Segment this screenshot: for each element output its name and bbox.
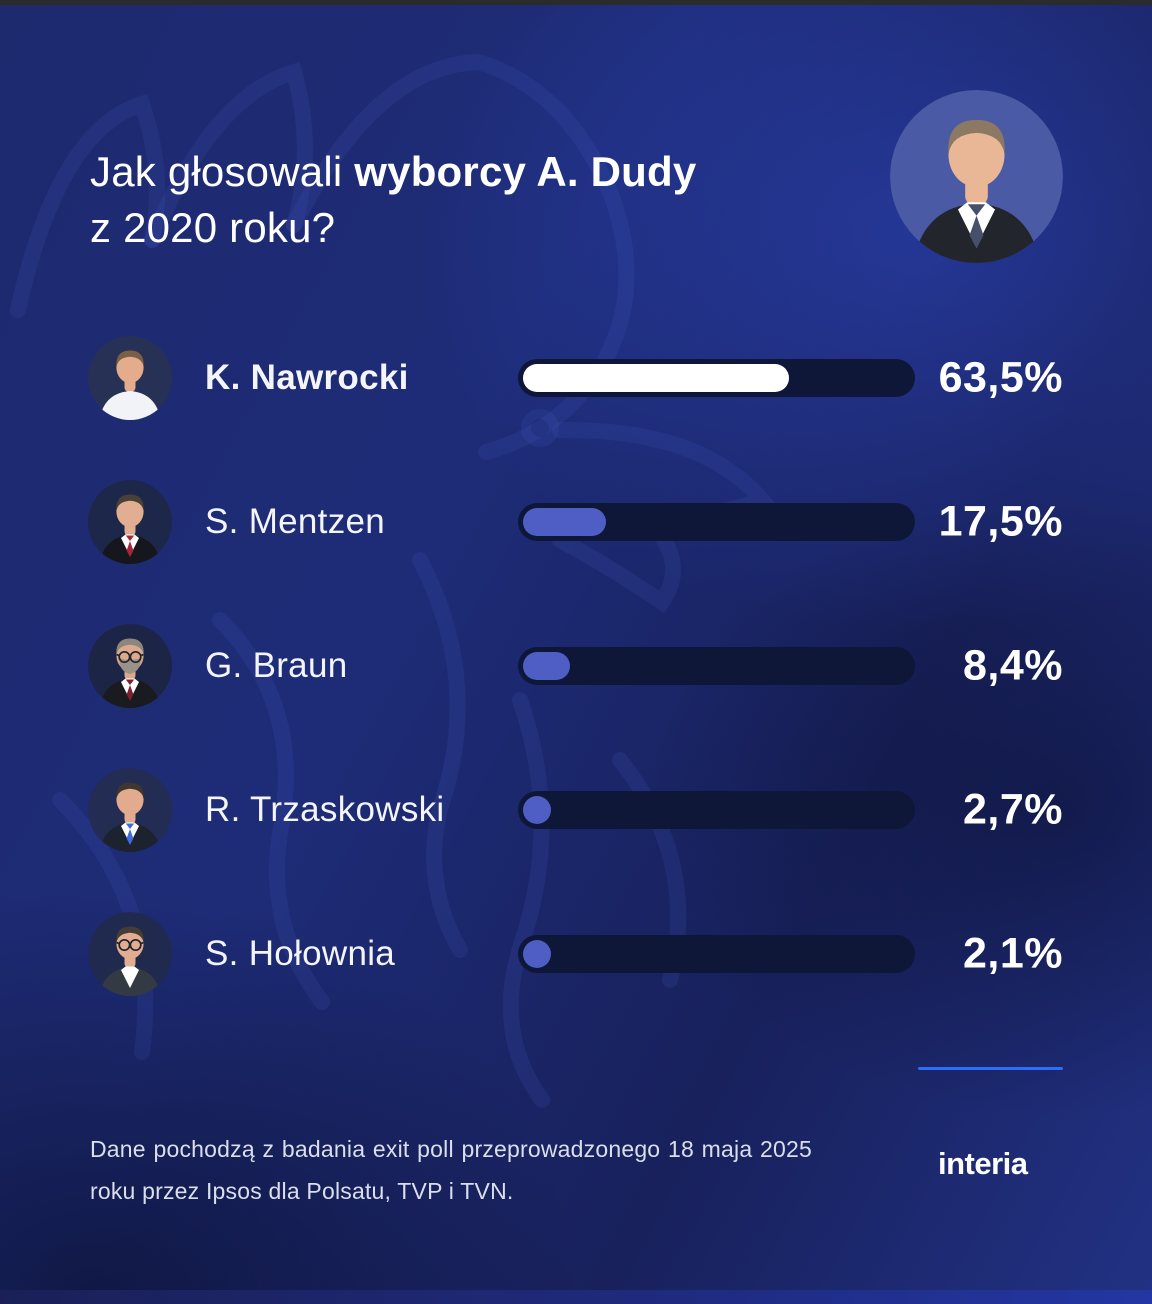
poll-row-holownia: S. Hołownia 2,1%	[88, 912, 1063, 996]
poll-bar-track	[518, 359, 915, 397]
candidate-name: G. Braun	[205, 646, 348, 685]
poll-bar-track	[518, 503, 915, 541]
poll-bar-track	[518, 647, 915, 685]
brand-accent-line	[918, 1067, 1063, 1070]
duda-photo	[890, 90, 1063, 263]
title-regular: Jak głosowali	[90, 148, 355, 196]
candidate-name: S. Hołownia	[205, 934, 396, 973]
title-line2: z 2020 roku?	[90, 203, 336, 251]
poll-bar-fill	[523, 652, 571, 680]
candidate-name: R. Trzaskowski	[205, 790, 445, 829]
poll-row-nawrocki: K. Nawrocki 63,5%	[88, 336, 1063, 420]
candidate-photo	[88, 768, 172, 852]
poll-bar-track	[518, 791, 915, 829]
poll-row-braun: G. Braun 8,4%	[88, 624, 1063, 708]
candidate-photo	[88, 912, 172, 996]
title-bold: wyborcy A. Dudy	[354, 148, 697, 196]
candidate-photo	[88, 336, 172, 420]
top-edge-strip	[0, 0, 1152, 5]
source-note-line2: roku przez Ipsos dla Polsatu, TVP i TVN.	[90, 1178, 514, 1204]
poll-value: 2,7%	[962, 785, 1063, 834]
poll-bar-track	[518, 935, 915, 973]
poll-value: 17,5%	[938, 497, 1063, 546]
poll-row-mentzen: S. Mentzen 17,5%	[88, 480, 1063, 564]
poll-bar-fill	[523, 364, 790, 392]
interia-logo: interia	[938, 1146, 1028, 1181]
page-title: Jak głosowali wyborcy A. Dudy z 2020 roku…	[90, 144, 696, 256]
candidate-photo	[88, 480, 172, 564]
candidate-name: K. Nawrocki	[205, 358, 409, 397]
poll-row-trzaskowski: R. Trzaskowski 2,7%	[88, 768, 1063, 852]
poll-bar-fill	[523, 940, 551, 968]
source-note-line1: Dane pochodzą z badania exit poll przepr…	[90, 1136, 812, 1162]
poll-bar-fill	[523, 508, 607, 536]
candidate-photo	[88, 624, 172, 708]
poll-value: 8,4%	[962, 641, 1063, 690]
poll-bar-fill	[523, 796, 551, 824]
candidate-name: S. Mentzen	[205, 502, 386, 541]
bottom-edge-strip	[0, 1290, 1152, 1304]
poll-value: 63,5%	[938, 353, 1063, 402]
source-note: Dane pochodzą z badania exit poll przepr…	[90, 1128, 812, 1212]
poll-value: 2,1%	[962, 929, 1063, 978]
